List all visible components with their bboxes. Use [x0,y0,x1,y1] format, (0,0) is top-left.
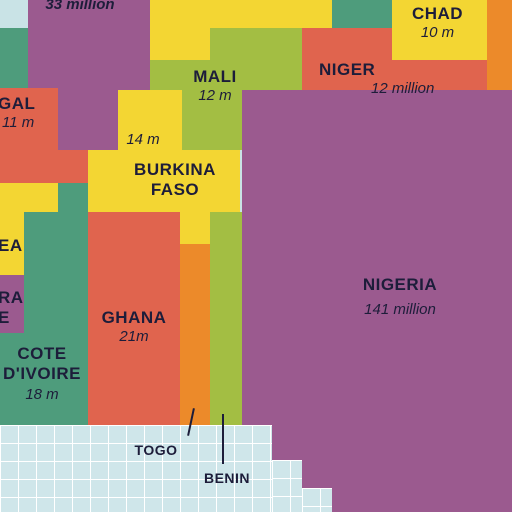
togo-label: TOGO [124,442,188,458]
region-mali [150,60,302,90]
region-togo [180,244,210,425]
benin-leader-line [222,414,224,464]
region-burkina-faso [88,150,240,212]
region-senegal [0,88,58,183]
region-ghana [88,212,180,425]
benin-name: BENIN [203,470,251,486]
senegal-name: GAL [0,94,36,113]
chad-label: CHAD 10 m [395,4,480,42]
burkina-faso-value-label: 14 m [118,131,168,149]
chad-value: 10 m [420,23,455,41]
guinea-name: EA [0,236,23,255]
region-nigeria [242,90,512,512]
sea-grid-step-2 [302,488,332,512]
ghana-value: 21m [119,327,149,345]
mali-name: MALI [193,67,237,86]
region-left-teal-top [0,28,28,88]
top-left-label: 33 million [30,0,130,14]
ghana-name: GHANA [101,308,167,327]
cote-divoire-label: COTE D'IVOIRE 18 m [0,344,88,404]
sea-grid-step-1 [272,460,302,512]
burkina-faso-label: BURKINA FASO [105,160,245,199]
region-top-teal [332,0,392,28]
nigeria-value: 141 million [364,300,436,318]
sierra-leone-name-2: E [0,307,10,327]
sierra-leone-name-1: RA [0,288,24,307]
burkina-faso-name-2: FASO [150,179,200,199]
region-cote-divoire-2 [24,212,58,425]
nigeria-name: NIGERIA [362,275,438,294]
cote-divoire-name-1: COTE [17,344,67,363]
ghana-label: GHANA 21m [88,308,180,346]
niger-name: NIGER [319,60,376,79]
region-top-yellow-2 [210,28,302,60]
sea-grid [0,425,272,512]
region-cote-divoire-3 [0,333,24,425]
mali-label: MALI 12 m [170,67,260,105]
sierra-leone-label: RA E [0,288,24,327]
niger-label: NIGER 12 million [305,60,475,98]
region-cote-divoire [58,183,88,425]
cote-divoire-name-2: D'IVOIRE [3,363,81,383]
top-left-value: 33 million [45,0,115,13]
region-burkina-faso-top [118,90,182,150]
burkina-faso-name-1: BURKINA [134,160,216,179]
region-senegal-step [58,150,90,183]
region-benin [210,212,242,425]
region-burkina-faso-lower [180,212,210,244]
togo-name: TOGO [134,442,178,458]
benin-label: BENIN [192,470,262,486]
region-sierra-leone [0,275,24,333]
niger-value: 12 million [371,79,435,97]
guinea-label: EA [0,236,28,256]
chad-name: CHAD [411,4,464,23]
cote-divoire-value: 18 m [25,386,59,404]
burkina-faso-value: 14 m [126,131,160,148]
nigeria-label: NIGERIA 141 million [330,275,470,319]
senegal-value: 11 m [2,113,35,131]
region-mali-lower [182,90,242,150]
senegal-label: GAL 11 m [0,94,56,132]
mali-value: 12 m [198,86,232,104]
